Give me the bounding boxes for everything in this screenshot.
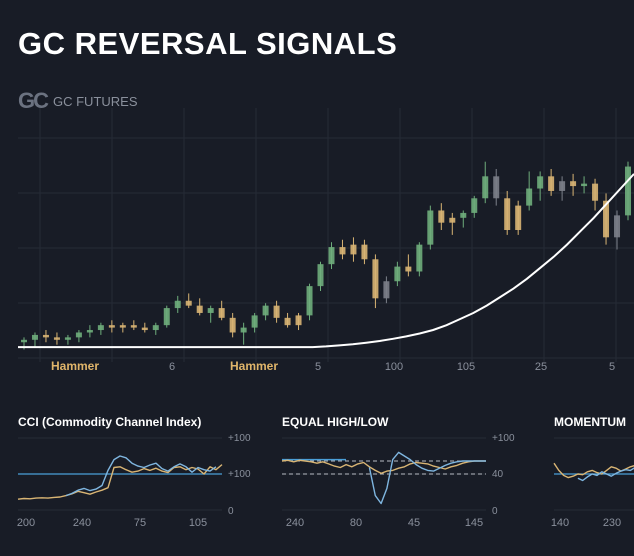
gc-logo-icon: GC xyxy=(18,88,49,113)
candle-body xyxy=(262,305,269,316)
candle-body xyxy=(372,259,379,299)
x-tick-label: 140 xyxy=(551,517,569,529)
momentum-panel xyxy=(553,437,634,511)
y-tick-label: +100 xyxy=(228,433,251,444)
candle-body xyxy=(284,317,291,326)
x-tick-label: 45 xyxy=(408,517,420,529)
candle-body xyxy=(317,264,324,287)
candle-body xyxy=(570,181,577,187)
x-tick-label: 6 xyxy=(169,361,175,373)
candle-body xyxy=(339,247,346,255)
y-tick-label: 0 xyxy=(492,506,498,517)
candle-body xyxy=(75,332,82,338)
candle-body xyxy=(614,215,621,238)
candle-body xyxy=(361,244,368,260)
candle-body xyxy=(482,176,489,199)
candle-body xyxy=(493,176,500,199)
equal-high-low-panel xyxy=(281,437,486,511)
candle-body xyxy=(350,244,357,255)
candle-body xyxy=(504,198,511,230)
candle-body xyxy=(152,325,159,331)
candle-body xyxy=(21,339,27,343)
cci-panel xyxy=(17,437,223,511)
y-tick-label: +100 xyxy=(228,469,251,480)
candle-body xyxy=(31,334,38,340)
candle-body xyxy=(537,176,544,189)
candle-body xyxy=(207,308,214,313)
candle-body xyxy=(438,210,445,223)
candle-body xyxy=(86,330,93,333)
indicator-series-blue xyxy=(368,451,486,505)
indicator-series-gold xyxy=(553,462,634,479)
candle-body xyxy=(603,200,610,238)
candle-body xyxy=(559,181,566,191)
candle-body xyxy=(53,337,60,340)
candle-body xyxy=(130,325,137,328)
candle-body xyxy=(229,317,236,333)
candle-body xyxy=(174,300,181,309)
candle-body xyxy=(471,198,478,213)
x-tick-label: 105 xyxy=(457,361,475,373)
candle-body xyxy=(141,327,148,331)
pattern-label-hammer: Hammer xyxy=(51,359,99,373)
x-tick-label: 145 xyxy=(465,517,483,529)
y-tick-label: 0 xyxy=(228,506,234,517)
main-price-chart xyxy=(18,108,634,362)
x-tick-label: 105 xyxy=(189,517,207,529)
candle-body xyxy=(625,166,631,216)
candle-body xyxy=(218,308,225,318)
x-tick-label: 25 xyxy=(535,361,547,373)
y-tick-label: 40 xyxy=(492,469,504,480)
x-tick-label: 100 xyxy=(385,361,403,373)
panel-title: MOMENTUM xyxy=(554,415,626,429)
candle-body xyxy=(108,325,115,328)
candle-body xyxy=(416,244,423,272)
candle-body xyxy=(97,325,104,331)
panel-title: CCI (Commodity Channel Index) xyxy=(18,415,201,429)
candle-body xyxy=(163,308,170,326)
candle-body xyxy=(548,176,555,191)
candle-body xyxy=(515,205,522,230)
pattern-label-hammer: Hammer xyxy=(230,359,278,373)
candle-body xyxy=(251,315,258,328)
candle-body xyxy=(526,188,533,206)
y-tick-label: +100 xyxy=(492,433,515,444)
candle-body xyxy=(240,327,247,333)
panel-title: EQUAL HIGH/LOW xyxy=(282,415,389,429)
candle-body xyxy=(64,337,71,340)
candle-body xyxy=(119,325,126,328)
candle-body xyxy=(449,217,456,223)
indicator-series-gold xyxy=(17,464,223,500)
x-tick-label: 230 xyxy=(603,517,621,529)
candle-body xyxy=(383,281,390,299)
candle-body xyxy=(42,334,49,338)
candle-body xyxy=(295,315,302,326)
chart-title: GC REVERSAL SIGNALS xyxy=(18,26,398,61)
candle-body xyxy=(306,286,313,316)
x-tick-label: 80 xyxy=(350,517,362,529)
candle-body xyxy=(460,212,467,218)
logo-text: GC FUTURES xyxy=(53,93,138,109)
x-tick-label: 5 xyxy=(609,361,615,373)
candle-body xyxy=(394,266,401,282)
candle-body xyxy=(185,300,192,306)
brand-logo: GC GC FUTURES xyxy=(18,88,138,114)
candle-body xyxy=(196,305,203,313)
candle-body xyxy=(581,183,588,187)
x-tick-label: 200 xyxy=(17,517,35,529)
x-tick-label: 75 xyxy=(134,517,146,529)
indicator-series-blue xyxy=(577,467,634,482)
indicator-series-gold xyxy=(281,459,486,474)
x-tick-label: 240 xyxy=(73,517,91,529)
candle-body xyxy=(592,183,599,201)
x-tick-label: 240 xyxy=(286,517,304,529)
candle-body xyxy=(328,247,335,265)
indicator-series-blue xyxy=(65,455,217,497)
candle-body xyxy=(427,210,434,245)
candle-body xyxy=(273,305,280,318)
candle-body xyxy=(405,266,412,272)
x-tick-label: 5 xyxy=(315,361,321,373)
trend-line xyxy=(18,173,634,349)
